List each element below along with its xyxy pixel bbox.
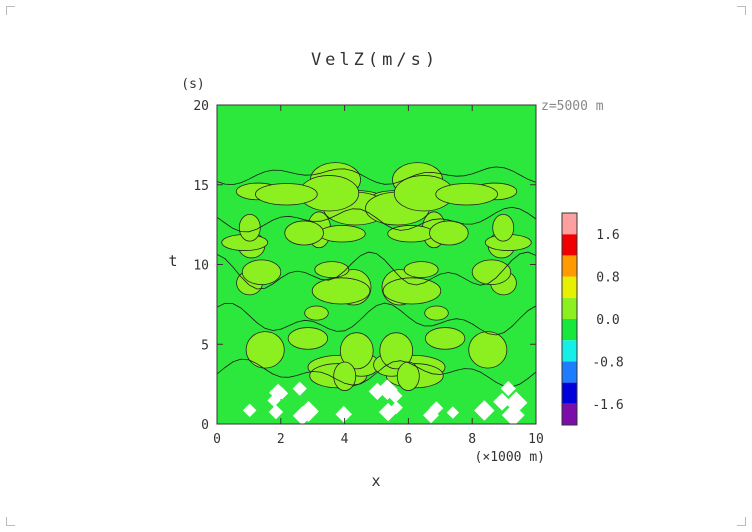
x-axis-unit: (×1000 m) xyxy=(475,450,545,465)
colorbar-tick-label: -0.8 xyxy=(592,355,623,370)
colorbar-bin xyxy=(562,276,577,298)
contour-line xyxy=(216,302,537,336)
colorbar-bin xyxy=(562,361,577,383)
contour-patch xyxy=(492,213,515,242)
contour-patch xyxy=(468,331,508,369)
blank-cell xyxy=(493,392,512,411)
blank-cell xyxy=(387,388,403,404)
contour-patch xyxy=(403,261,439,278)
colorbar-tick-label: -1.6 xyxy=(592,398,623,413)
colorbar-frame xyxy=(561,212,578,426)
blank-cell xyxy=(292,406,312,426)
contour-patch xyxy=(304,305,329,321)
colorbar: 1.6 0.8 0.0 -0.8 -1.6 xyxy=(561,212,624,426)
blank-cell xyxy=(269,383,288,402)
colorbar-tick-label: 1.6 xyxy=(596,228,619,243)
blank-cell xyxy=(500,380,516,397)
blank-cell xyxy=(292,381,307,396)
contour-patch xyxy=(382,277,442,305)
x-tick-label: 4 xyxy=(341,432,349,447)
x-axis: 0 2 4 6 8 10 xyxy=(213,105,544,447)
depth-annotation: z=5000 m xyxy=(541,99,604,114)
colorbar-bin xyxy=(562,255,577,277)
contour-patch xyxy=(429,220,469,246)
blank-cell xyxy=(423,407,440,424)
x-tick-label: 10 xyxy=(528,432,544,447)
blank-cell xyxy=(474,400,495,421)
contour-patch xyxy=(435,183,498,206)
contour-patch xyxy=(387,225,435,243)
y-axis-unit: (s) xyxy=(181,77,204,92)
colorbar-bin xyxy=(562,340,577,362)
blank-cell xyxy=(378,402,398,422)
blank-cell xyxy=(297,400,319,422)
y-tick-label: 0 xyxy=(201,418,209,433)
y-tick-label: 15 xyxy=(193,179,209,194)
contour-patch xyxy=(379,332,414,370)
contour-line xyxy=(216,206,537,233)
field-layer xyxy=(216,162,537,427)
x-tick-label: 8 xyxy=(468,432,476,447)
contour-patch xyxy=(396,361,420,391)
contour-patch xyxy=(318,225,366,243)
contour-patch xyxy=(424,327,466,350)
contour-patch xyxy=(339,332,374,370)
y-tick-label: 5 xyxy=(201,338,209,353)
contour-patch xyxy=(333,361,357,391)
colorbar-bin xyxy=(562,319,577,341)
colorbar-bin xyxy=(562,297,577,319)
colorbar-tick-label: 0.0 xyxy=(596,313,619,328)
blank-cell xyxy=(504,391,528,415)
colorbar-bin xyxy=(562,403,577,425)
blank-cell xyxy=(446,406,460,419)
contour-patch xyxy=(471,259,512,285)
y-axis: 0 5 10 15 20 xyxy=(193,99,536,433)
contour-patch xyxy=(241,259,282,285)
colorbar-bin xyxy=(562,213,577,235)
y-tick-label: 10 xyxy=(193,259,209,274)
y-axis-label: t xyxy=(168,252,177,270)
colorbar-bin xyxy=(562,382,577,404)
blank-cell xyxy=(268,404,284,420)
contour-patch xyxy=(238,213,261,242)
x-axis-label: x xyxy=(371,472,380,490)
contour-patch xyxy=(284,220,324,246)
colorbar-bin xyxy=(562,234,577,256)
contour-line xyxy=(216,166,537,186)
contour-patch xyxy=(245,331,285,369)
blank-cell xyxy=(389,401,403,415)
x-tick-label: 0 xyxy=(213,432,221,447)
contour-patch xyxy=(311,277,371,305)
contour-patch xyxy=(287,327,329,350)
colorbar-tick-label: 0.8 xyxy=(596,271,619,286)
x-tick-label: 2 xyxy=(277,432,285,447)
contour-line xyxy=(216,251,537,290)
blank-cell xyxy=(242,403,257,418)
contour-line xyxy=(216,358,537,388)
plot-area xyxy=(216,104,537,427)
x-tick-label: 6 xyxy=(404,432,412,447)
contour-patch xyxy=(255,183,318,206)
contour-patch xyxy=(424,305,449,321)
contour-patch xyxy=(314,261,350,278)
chart-title: VelZ(m/s) xyxy=(311,50,439,70)
y-tick-label: 20 xyxy=(193,99,209,114)
blank-cell xyxy=(377,379,398,400)
blank-cell xyxy=(335,405,353,423)
